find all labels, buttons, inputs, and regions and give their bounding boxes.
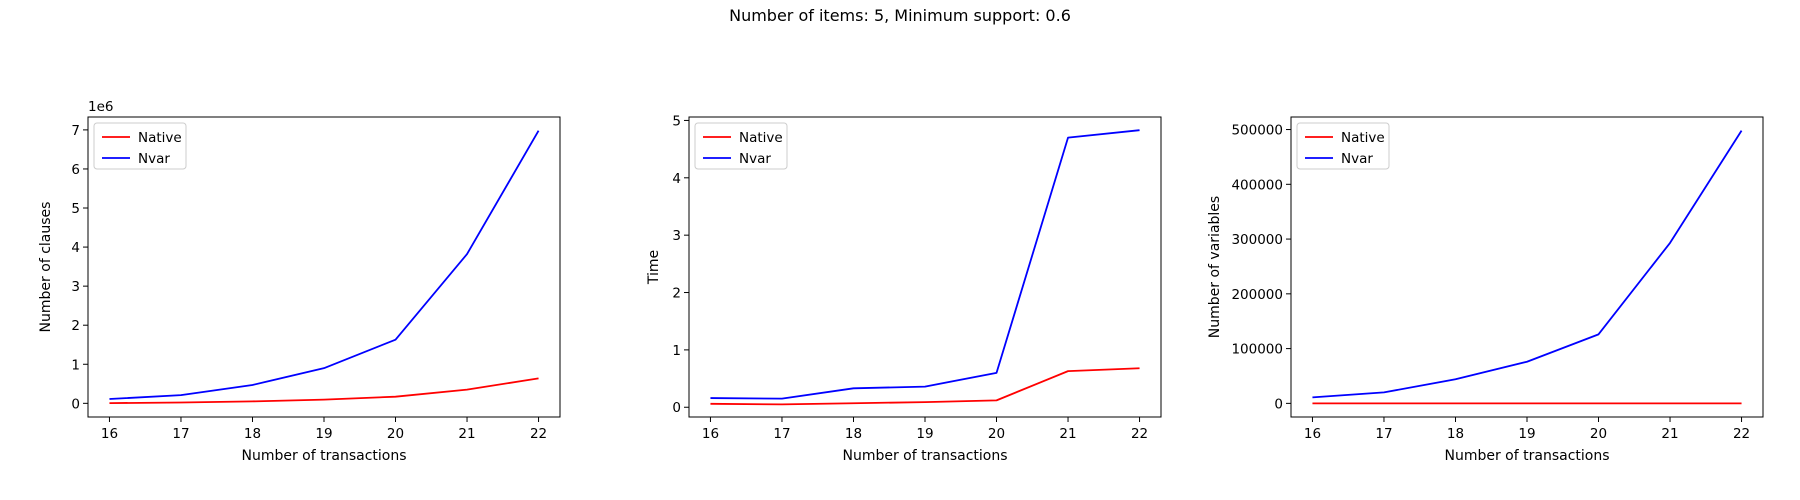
y-tick-label: 4	[672, 171, 681, 187]
y-offset-text: 1e6	[88, 99, 113, 115]
legend-label-native: Native	[739, 130, 783, 146]
x-tick-label: 22	[1733, 426, 1750, 442]
y-tick-label: 3	[672, 228, 681, 244]
x-tick-label: 19	[1518, 426, 1535, 442]
x-tick-label: 18	[1447, 426, 1464, 442]
y-tick-label: 1	[71, 357, 80, 373]
x-tick-label: 22	[530, 426, 547, 442]
y-tick-label: 3	[71, 279, 80, 295]
y-tick-label: 0	[71, 396, 80, 412]
x-axis-label: Number of transactions	[842, 448, 1007, 464]
y-axis-label: Number of clauses	[38, 202, 54, 333]
legend: Native Nvar	[694, 122, 788, 170]
y-tick-label: 2	[71, 318, 80, 334]
x-tick-label: 17	[172, 426, 189, 442]
y-tick-label: 2	[672, 286, 681, 302]
y-tick-label: 5	[672, 113, 681, 129]
x-tick-label: 20	[387, 426, 404, 442]
legend-label-native: Native	[1341, 130, 1385, 146]
legend-label-nvar: Nvar	[1341, 151, 1373, 167]
x-tick-label: 19	[315, 426, 332, 442]
y-tick-label: 7	[71, 123, 80, 139]
legend-label-native: Native	[138, 130, 182, 146]
x-tick-label: 21	[458, 426, 475, 442]
x-tick-label: 21	[1059, 426, 1076, 442]
y-tick-label: 100000	[1231, 342, 1283, 358]
y-tick-label: 4	[71, 240, 80, 256]
y-axis-label: Time	[646, 250, 662, 285]
legend: Native Nvar	[1296, 122, 1390, 170]
x-tick-label: 17	[773, 426, 790, 442]
x-tick-label: 19	[916, 426, 933, 442]
legend-label-nvar: Nvar	[739, 151, 771, 167]
x-tick-label: 18	[845, 426, 862, 442]
x-tick-label: 16	[1304, 426, 1321, 442]
y-tick-label: 200000	[1231, 287, 1283, 303]
x-axis-label: Number of transactions	[1444, 448, 1609, 464]
y-tick-label: 5	[71, 201, 80, 217]
legend-label-nvar: Nvar	[138, 151, 170, 167]
x-tick-label: 20	[988, 426, 1005, 442]
chart-2: 16 17 18 19 20 21 22 0 1 2 3 4 5 Number of transactio…	[646, 113, 1162, 464]
series-line-nvar	[109, 130, 540, 400]
series-line-native	[710, 367, 1140, 406]
x-tick-label: 16	[101, 426, 118, 442]
series-line-nvar	[710, 129, 1140, 400]
y-tick-label: 0	[1274, 396, 1283, 412]
x-tick-label: 21	[1661, 426, 1678, 442]
x-tick-label: 17	[1375, 426, 1392, 442]
series-line-nvar	[1312, 130, 1743, 399]
y-tick-label: 400000	[1231, 177, 1283, 193]
legend: Native Nvar	[93, 122, 187, 170]
figure-title: Number of items: 5, Minimum support: 0.6	[729, 6, 1071, 25]
x-tick-label: 18	[244, 426, 261, 442]
y-tick-label: 1	[672, 343, 681, 359]
y-tick-label: 300000	[1231, 232, 1283, 248]
y-axis-label: Number of variables	[1207, 196, 1223, 338]
y-tick-label: 500000	[1231, 123, 1283, 139]
x-axis-label: Number of transactions	[241, 448, 406, 464]
x-tick-label: 16	[702, 426, 719, 442]
y-tick-label: 0	[672, 400, 681, 416]
chart-3: 16 17 18 19 20 21 22 0 100000 200000 300000 400000 5…	[1207, 116, 1764, 464]
y-tick-label: 6	[71, 162, 80, 178]
x-tick-label: 22	[1131, 426, 1148, 442]
x-tick-label: 20	[1590, 426, 1607, 442]
series-line-native	[109, 377, 539, 405]
chart-1: 16 17 18 19 20 21 22 0 1 2 3 4 5 6 7 1e6 Number of trans…	[38, 99, 561, 464]
